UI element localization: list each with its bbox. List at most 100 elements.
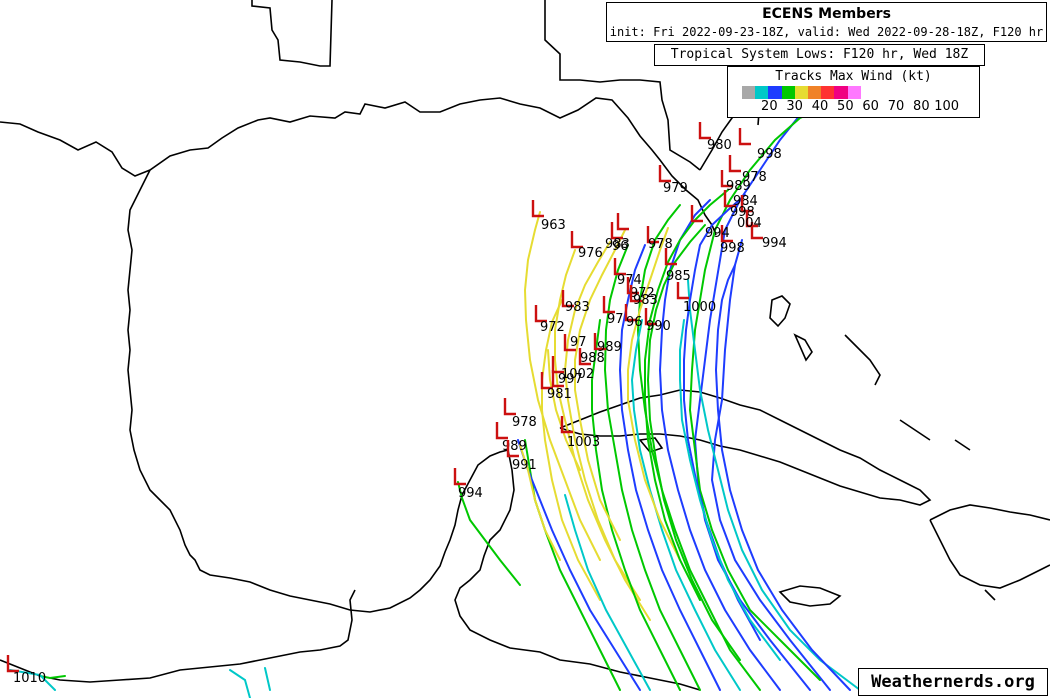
pressure-label: 97 [570,335,587,350]
track-line [523,211,601,561]
legend-swatch [794,86,808,99]
low-center-icon [560,416,573,434]
track-line [564,494,651,691]
low-center-icon [534,305,547,323]
low-center-icon [616,213,629,231]
pressure-label: 988 [580,351,605,366]
pressure-label: 004 [737,216,762,231]
legend-swatch [768,86,782,99]
legend-label: 30 [786,99,803,114]
legend-labels: 20 30 40 50 60 70 80 100 [742,99,970,115]
pressure-label: 990 [646,319,671,334]
legend-label: 80 [913,99,930,114]
legend-label: 40 [811,99,829,114]
lows-label: Tropical System Lows: F120 hr, Wed 18Z [654,44,985,66]
pressure-label: 963 [541,218,566,233]
pressure-label: 978 [742,170,767,185]
wind-legend: Tracks Max Wind (kt) 20 30 40 50 60 70 80 100 [727,66,980,118]
low-center-icon [624,304,637,322]
low-center-icon [750,222,763,240]
legend-label: 60 [862,99,879,114]
low-center-icon [745,210,758,228]
low-center-icon [563,334,576,352]
low-center-icon [740,195,753,213]
low-center-icon [578,348,591,366]
low-center-icon [561,290,574,308]
low-center-icon [540,372,553,390]
watermark: Weathernerds.org [858,668,1048,696]
low-center-icon [626,277,639,295]
track-line [714,264,851,691]
low-center-icon [503,398,516,416]
legend-swatch [821,86,835,99]
pressure-label: 997 [558,372,583,387]
pressure-label: 983 [633,293,658,308]
legend-label: 70 [887,99,905,114]
pressure-label: 983 [565,300,590,315]
low-center-icon [610,222,623,240]
track-line [519,444,561,561]
low-center-icon [629,285,642,303]
low-center-icon [646,226,659,244]
low-center-icon [658,165,671,183]
track-line [644,189,729,601]
low-center-icon [728,155,741,173]
legend-label: 100 [934,99,960,114]
pressure-label: 998 [757,147,782,162]
low-center-icon [720,170,733,188]
low-center-icon [738,128,751,146]
pressure-label: 976 [578,246,603,261]
low-center-icon [664,248,677,266]
map-title: ECENS Members [762,6,891,22]
low-center-icon [690,205,703,223]
legend-swatch [742,86,756,99]
track-line [687,279,861,691]
track-line [710,239,831,691]
legend-label: 50 [837,99,854,114]
legend-swatch [807,86,822,99]
pressure-label: 980 [707,138,732,153]
track-line [679,319,781,661]
low-center-icon [644,308,657,326]
pressure-label: 1010 [13,671,46,686]
legend-swatch [834,86,848,99]
track-line [646,224,741,661]
track-line [627,227,681,561]
pressure-label: 1000 [683,300,716,315]
low-center-icon [6,655,19,673]
low-center-icon [506,440,519,458]
legend-label: 20 [761,99,778,114]
pressure-label: 998 [720,241,745,256]
low-center-icon [676,282,689,300]
pressure-label: 1003 [567,435,600,450]
pressure-label: 994 [762,236,787,251]
track-line [457,481,521,586]
low-center-icon [531,200,544,218]
pressure-label: 972 [540,320,565,335]
pressure-label: 994 [458,486,483,501]
track-line [563,241,641,601]
legend-swatch [781,86,795,99]
map-subtitle: init: Fri 2022-09-23-18Z, valid: Wed 202… [609,25,1044,39]
low-center-icon [495,422,508,440]
pressure-label: 1002 [561,367,594,382]
low-center-icon [698,122,711,140]
pressure-label: 981 [547,387,572,402]
pressure-label: 974 [617,273,642,288]
pressure-label: 984 [733,194,758,209]
low-center-icon [720,225,733,243]
low-center-icon [723,190,736,208]
pressure-label: 989 [597,340,622,355]
pressure-label: 978 [648,237,673,252]
track-line [658,199,781,691]
track-line [630,319,741,691]
track-line [547,349,581,471]
pressure-label: 972 [630,286,655,301]
pressure-label: 989 [502,439,527,454]
low-center-icon [613,258,626,276]
pressure-label: 978 [512,415,537,430]
track-line [39,675,66,680]
pressure-label: 97 [607,312,624,327]
